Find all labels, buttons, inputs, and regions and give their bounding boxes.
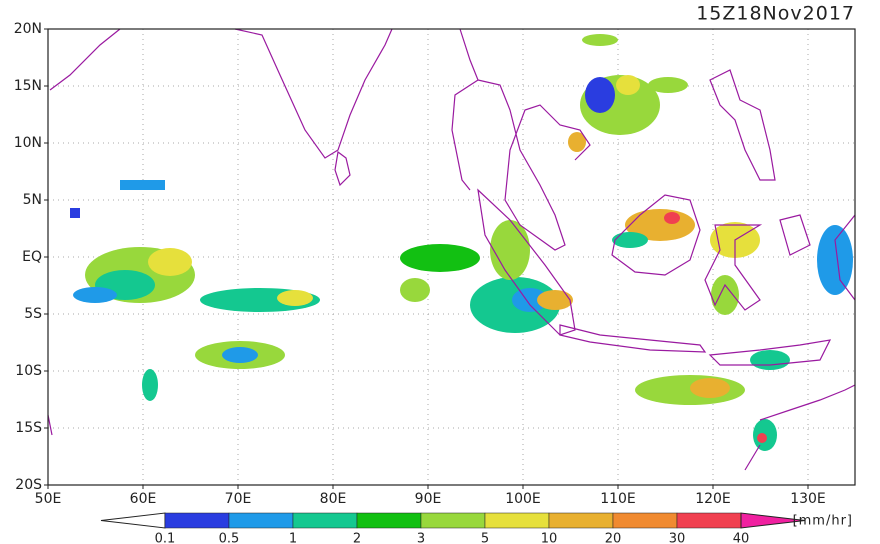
colorbar-label: 1 <box>289 532 297 544</box>
precipitation <box>70 34 853 451</box>
coastline <box>477 79 591 251</box>
rain-area <box>222 347 258 363</box>
coastline <box>334 150 351 187</box>
coastline <box>559 324 707 353</box>
coastline <box>779 214 811 256</box>
rain-area <box>277 290 313 306</box>
y-tick-label: 20S <box>15 477 42 493</box>
rain-area <box>70 208 80 218</box>
y-tick-label: 5N <box>23 192 42 208</box>
coastline <box>708 339 832 366</box>
colorbar-label: 20 <box>605 532 622 544</box>
x-tick-label: 80E <box>320 491 347 507</box>
colorbar-segment <box>420 512 486 529</box>
colorbar-label: 0.1 <box>155 532 176 544</box>
x-tick-label: 70E <box>225 491 252 507</box>
coastline <box>234 28 393 159</box>
colorbar-segment <box>356 512 422 529</box>
coastline <box>834 214 856 301</box>
coastlines <box>47 28 856 471</box>
rain-area <box>612 232 648 248</box>
colorbar-segment <box>228 512 294 529</box>
rain-area <box>585 77 615 113</box>
rain-area <box>750 350 790 370</box>
coastline <box>47 414 53 436</box>
colorbar-end <box>740 512 806 529</box>
x-tick-label: 110E <box>600 491 636 507</box>
y-tick-label: EQ <box>22 249 42 265</box>
rain-area <box>817 225 853 295</box>
rain-area <box>648 77 688 93</box>
rain-area <box>142 369 158 401</box>
rain-area <box>616 75 640 95</box>
y-tick-label: 10S <box>15 363 42 379</box>
colorbar-unit: [mm/hr] <box>793 514 853 529</box>
y-tick-label: 15N <box>14 78 42 94</box>
colorbar-segment <box>676 512 742 529</box>
coastline <box>704 224 763 311</box>
coastline <box>49 28 121 91</box>
colorbar-label: 3 <box>417 532 425 544</box>
colorbar-segment <box>164 512 230 529</box>
rain-area <box>73 287 117 303</box>
colorbar-label: 30 <box>669 532 686 544</box>
colorbar-segment <box>548 512 614 529</box>
x-tick-label: 60E <box>130 491 157 507</box>
coastline <box>744 384 856 471</box>
colorbar-segment <box>292 512 358 529</box>
x-tick-label: 120E <box>695 491 731 507</box>
rain-area <box>120 180 165 190</box>
x-tick-label: 100E <box>505 491 541 507</box>
colorbar-label: 10 <box>541 532 558 544</box>
axis-labels: 50E 60E 70E 80E 90E 100E 110E 120E 130E 20N 15N 10N… <box>14 21 826 507</box>
colorbar-label: 40 <box>733 532 750 544</box>
colorbar-label: 0.5 <box>219 532 240 544</box>
rain-area <box>690 378 730 398</box>
y-tick-label: 20N <box>14 21 42 37</box>
colorbar-label: 2 <box>353 532 361 544</box>
rain-area <box>568 132 586 152</box>
coastline <box>611 194 701 276</box>
y-tick-label: 15S <box>15 420 42 436</box>
rain-area <box>400 278 430 302</box>
x-tick-label: 130E <box>790 491 826 507</box>
coastline <box>451 28 479 191</box>
coastline <box>709 69 776 181</box>
rain-area <box>148 248 192 276</box>
y-tick-label: 5S <box>24 306 42 322</box>
rain-area <box>512 288 548 312</box>
x-tick-label: 50E <box>35 491 62 507</box>
colorbar: 0.1 0.5 1 2 3 5 10 20 30 40 [mm/hr] <box>100 512 853 544</box>
map-title: 15Z18Nov2017 <box>696 3 855 25</box>
x-tick-label: 90E <box>415 491 442 507</box>
rain-area <box>711 275 739 315</box>
colorbar-label: 5 <box>481 532 489 544</box>
rain-area <box>582 34 618 46</box>
rain-area <box>490 220 530 280</box>
rain-area <box>757 433 767 443</box>
coastline <box>477 188 576 336</box>
rain-area <box>400 244 480 272</box>
y-tick-label: 10N <box>14 135 42 151</box>
colorbar-segment <box>612 512 678 529</box>
colorbar-segment <box>484 512 550 529</box>
rain-area <box>664 212 680 224</box>
rain-area <box>537 290 573 310</box>
